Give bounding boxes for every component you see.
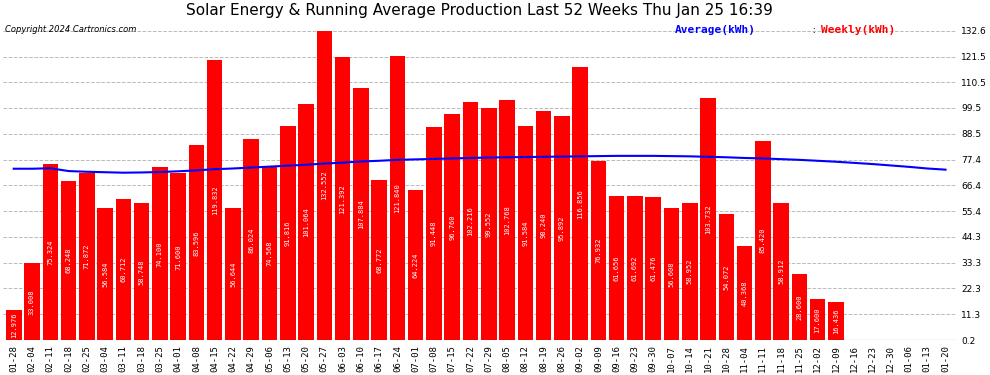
- Bar: [353, 88, 368, 340]
- Text: Average(kWh): Average(kWh): [675, 25, 756, 35]
- Text: 116.856: 116.856: [577, 189, 583, 219]
- Bar: [829, 302, 843, 340]
- Text: 85.420: 85.420: [759, 228, 766, 254]
- Text: 101.064: 101.064: [303, 207, 309, 237]
- Bar: [152, 167, 167, 340]
- Bar: [408, 190, 424, 340]
- Bar: [97, 208, 113, 340]
- Bar: [116, 199, 131, 340]
- Text: 75.324: 75.324: [48, 240, 53, 265]
- Bar: [426, 127, 442, 341]
- Text: Copyright 2024 Cartronics.com: Copyright 2024 Cartronics.com: [5, 25, 136, 34]
- Text: 16.436: 16.436: [833, 309, 839, 334]
- Text: 86.024: 86.024: [248, 227, 254, 253]
- Bar: [554, 116, 569, 340]
- Text: 61.656: 61.656: [614, 256, 620, 281]
- Bar: [280, 126, 296, 341]
- Bar: [298, 104, 314, 340]
- Bar: [335, 57, 350, 340]
- Bar: [663, 208, 679, 340]
- Text: 61.692: 61.692: [632, 256, 638, 281]
- Bar: [810, 299, 826, 340]
- Text: 68.772: 68.772: [376, 248, 382, 273]
- Bar: [737, 246, 752, 340]
- Bar: [755, 141, 770, 340]
- Bar: [261, 166, 277, 340]
- Text: 107.884: 107.884: [357, 200, 364, 229]
- Text: :: :: [809, 25, 820, 35]
- Text: 61.476: 61.476: [650, 256, 656, 281]
- Text: 28.600: 28.600: [796, 294, 802, 320]
- Text: 103.732: 103.732: [705, 204, 711, 234]
- Text: 74.568: 74.568: [266, 241, 272, 266]
- Bar: [371, 180, 387, 340]
- Bar: [170, 173, 186, 340]
- Bar: [134, 203, 149, 340]
- Text: 121.840: 121.840: [394, 183, 400, 213]
- Bar: [609, 196, 625, 340]
- Bar: [225, 208, 241, 340]
- Text: 54.072: 54.072: [724, 264, 730, 290]
- Bar: [591, 161, 606, 340]
- Text: 96.760: 96.760: [449, 214, 455, 240]
- Text: 83.596: 83.596: [193, 230, 199, 255]
- Bar: [43, 165, 58, 340]
- Title: Solar Energy & Running Average Production Last 52 Weeks Thu Jan 25 16:39: Solar Energy & Running Average Productio…: [186, 3, 773, 18]
- Bar: [207, 60, 223, 340]
- Text: 17.600: 17.600: [815, 307, 821, 333]
- Text: 40.368: 40.368: [742, 280, 747, 306]
- Text: 58.952: 58.952: [687, 259, 693, 284]
- Text: 71.872: 71.872: [84, 244, 90, 269]
- Text: 98.240: 98.240: [541, 213, 546, 238]
- Bar: [390, 56, 405, 340]
- Text: 102.216: 102.216: [467, 206, 473, 236]
- Text: 56.584: 56.584: [102, 262, 108, 287]
- Bar: [481, 108, 497, 340]
- Text: Weekly(kWh): Weekly(kWh): [821, 25, 895, 35]
- Text: 74.100: 74.100: [156, 241, 163, 267]
- Bar: [317, 31, 332, 340]
- Text: 99.552: 99.552: [486, 211, 492, 237]
- Bar: [536, 111, 551, 340]
- Text: 91.584: 91.584: [523, 221, 529, 246]
- Text: 119.832: 119.832: [212, 186, 218, 215]
- Bar: [6, 310, 22, 340]
- Bar: [572, 68, 588, 340]
- Text: 132.552: 132.552: [322, 171, 328, 201]
- Text: 95.892: 95.892: [558, 216, 565, 241]
- Text: 60.712: 60.712: [121, 257, 127, 282]
- Bar: [499, 100, 515, 340]
- Text: 33.008: 33.008: [29, 289, 35, 315]
- Bar: [682, 203, 698, 340]
- Bar: [24, 263, 40, 340]
- Text: 56.608: 56.608: [668, 262, 674, 287]
- Text: 76.932: 76.932: [595, 238, 601, 263]
- Text: 56.644: 56.644: [230, 261, 236, 287]
- Bar: [792, 274, 807, 340]
- Bar: [645, 197, 661, 340]
- Text: 68.248: 68.248: [65, 248, 71, 273]
- Bar: [700, 98, 716, 340]
- Text: 91.816: 91.816: [285, 220, 291, 246]
- Text: 91.448: 91.448: [431, 221, 437, 246]
- Text: 71.600: 71.600: [175, 244, 181, 270]
- Bar: [773, 203, 789, 340]
- Bar: [60, 181, 76, 340]
- Bar: [627, 196, 643, 340]
- Bar: [445, 114, 460, 340]
- Bar: [244, 140, 259, 340]
- Text: 58.912: 58.912: [778, 259, 784, 284]
- Bar: [79, 172, 95, 340]
- Text: 58.748: 58.748: [139, 259, 145, 285]
- Text: 121.392: 121.392: [340, 184, 346, 213]
- Bar: [719, 214, 734, 340]
- Text: 64.224: 64.224: [413, 253, 419, 278]
- Text: 12.976: 12.976: [11, 313, 17, 338]
- Bar: [518, 126, 533, 340]
- Bar: [462, 102, 478, 340]
- Text: 102.768: 102.768: [504, 206, 510, 235]
- Bar: [189, 145, 204, 340]
